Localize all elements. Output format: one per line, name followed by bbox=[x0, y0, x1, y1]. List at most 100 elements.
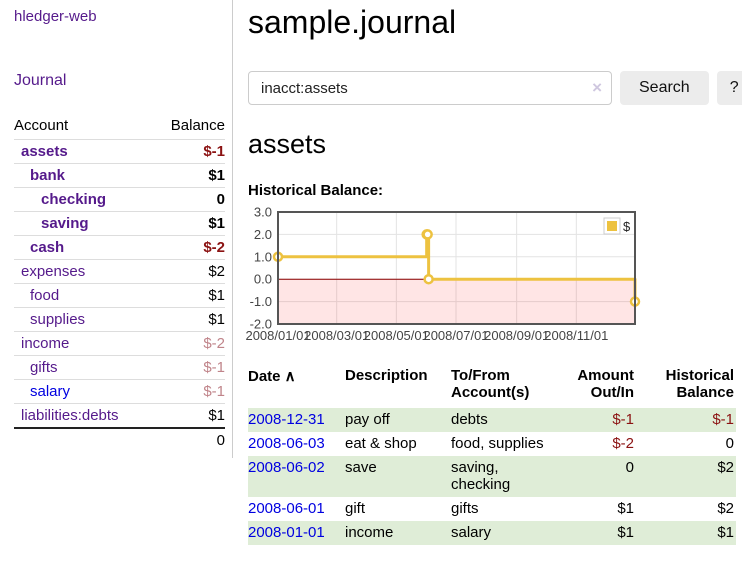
transaction-accounts: gifts bbox=[451, 500, 479, 517]
transaction-amount: $1 bbox=[617, 524, 634, 541]
transaction-description: pay off bbox=[345, 411, 390, 428]
transaction-date-link[interactable]: 2008-06-01 bbox=[248, 500, 325, 517]
table-row: 2008-01-01 income salary $1 $1 bbox=[248, 521, 736, 545]
transaction-balance: 0 bbox=[725, 435, 734, 452]
account-row: saving $1 bbox=[14, 211, 225, 236]
account-link[interactable]: bank bbox=[14, 163, 153, 188]
transaction-accounts: saving, checking bbox=[451, 459, 511, 493]
transaction-amount: $-2 bbox=[612, 435, 634, 452]
sidebar-item-journal[interactable]: Journal bbox=[14, 72, 67, 89]
svg-text:2008/09/01: 2008/09/01 bbox=[484, 328, 549, 343]
account-link[interactable]: salary bbox=[14, 379, 153, 404]
svg-text:0.0: 0.0 bbox=[254, 272, 272, 287]
main-content: sample.journal × Search ? assets Histori… bbox=[233, 0, 742, 565]
account-balance: $-2 bbox=[152, 235, 225, 260]
account-row: liabilities:debts $1 bbox=[14, 403, 225, 429]
account-link[interactable]: supplies bbox=[14, 307, 153, 332]
account-row: assets $-1 bbox=[14, 139, 225, 164]
account-balance: $1 bbox=[152, 403, 225, 429]
accounts-total-spacer bbox=[14, 427, 153, 452]
svg-text:2008/11/01: 2008/11/01 bbox=[544, 328, 608, 343]
transaction-balance: $1 bbox=[717, 524, 734, 541]
account-link[interactable]: gifts bbox=[14, 355, 153, 380]
register-col-description: Description bbox=[345, 367, 428, 384]
search-button[interactable]: Search bbox=[620, 71, 709, 105]
search-input[interactable] bbox=[248, 71, 612, 105]
account-row: cash $-2 bbox=[14, 235, 225, 260]
accounts-total-value: 0 bbox=[152, 427, 225, 452]
account-balance: 0 bbox=[152, 187, 225, 212]
accounts-table: Account Balance assets $-1 bank $1 checking 0… bbox=[14, 115, 225, 452]
account-row: gifts $-1 bbox=[14, 355, 225, 380]
account-row: checking 0 bbox=[14, 187, 225, 212]
account-link[interactable]: income bbox=[14, 331, 153, 356]
account-link[interactable]: checking bbox=[14, 187, 153, 212]
accounts-col-account: Account bbox=[14, 115, 153, 140]
account-balance: $1 bbox=[152, 163, 225, 188]
account-link[interactable]: liabilities:debts bbox=[14, 403, 153, 429]
chart-svg: 3.0 2.0 1.0 0.0 -1.0 -2.02008/01/012008/03/01… bbox=[245, 205, 641, 343]
transaction-date-link[interactable]: 2008-06-02 bbox=[248, 459, 325, 476]
account-link[interactable]: cash bbox=[14, 235, 153, 260]
transaction-date-cell: 2008-06-01 bbox=[248, 497, 345, 521]
transaction-date-link[interactable]: 2008-12-31 bbox=[248, 411, 325, 428]
legend-label: $ bbox=[623, 219, 631, 234]
register-col-date[interactable]: Date ∧ bbox=[248, 368, 296, 385]
account-row: food $1 bbox=[14, 283, 225, 308]
account-row: salary $-1 bbox=[14, 379, 225, 404]
sort-ascending-icon: ∧ bbox=[280, 368, 296, 385]
app-title-link[interactable]: hledger-web bbox=[14, 8, 97, 25]
account-balance: $-1 bbox=[152, 139, 225, 164]
account-link[interactable]: saving bbox=[14, 211, 153, 236]
transaction-description: eat & shop bbox=[345, 435, 417, 452]
help-button[interactable]: ? bbox=[716, 71, 742, 105]
clear-search-icon[interactable]: × bbox=[592, 78, 602, 97]
svg-text:2.0: 2.0 bbox=[254, 227, 272, 242]
transaction-amount: 0 bbox=[625, 459, 634, 476]
svg-text:2008/01/01: 2008/01/01 bbox=[245, 328, 310, 343]
transaction-accounts: salary bbox=[451, 524, 492, 541]
svg-text:2008/03/01: 2008/03/01 bbox=[304, 328, 369, 343]
transaction-accounts: food, supplies bbox=[451, 435, 544, 452]
svg-text:-1.0: -1.0 bbox=[250, 294, 272, 309]
sidebar: hledger-web Journal Account Balance asse… bbox=[0, 0, 233, 458]
table-row: 2008-06-01 gift gifts $1 $2 bbox=[248, 497, 736, 521]
account-balance: $-1 bbox=[152, 355, 225, 380]
transaction-balance: $2 bbox=[717, 459, 734, 476]
transaction-amount: $1 bbox=[617, 500, 634, 517]
account-heading: assets bbox=[248, 129, 327, 159]
svg-text:2008/05/01: 2008/05/01 bbox=[364, 328, 429, 343]
account-row: income $-2 bbox=[14, 331, 225, 356]
account-balance: $1 bbox=[152, 307, 225, 332]
account-balance: $1 bbox=[152, 211, 225, 236]
account-balance: $1 bbox=[152, 283, 225, 308]
transaction-date-cell: 2008-01-01 bbox=[248, 521, 345, 545]
account-link[interactable]: expenses bbox=[14, 259, 153, 284]
transaction-date-link[interactable]: 2008-01-01 bbox=[248, 524, 325, 541]
svg-text:-2.0: -2.0 bbox=[250, 317, 272, 332]
account-row: expenses $2 bbox=[14, 259, 225, 284]
register-header-row: Date ∧ Description To/From Account(s) Amoun… bbox=[248, 365, 736, 408]
transaction-accounts: debts bbox=[451, 411, 488, 428]
account-balance: $-2 bbox=[152, 331, 225, 356]
accounts-total-row: 0 bbox=[14, 427, 225, 452]
account-row: bank $1 bbox=[14, 163, 225, 188]
historical-balance-chart: 3.0 2.0 1.0 0.0 -1.0 -2.0 2008/01/01 2008/03/01… bbox=[245, 205, 742, 345]
transaction-description: save bbox=[345, 459, 377, 476]
transaction-date-link[interactable]: 2008-06-03 bbox=[248, 435, 325, 452]
account-row: supplies $1 bbox=[14, 307, 225, 332]
table-row: 2008-06-03 eat & shop food, supplies $-2 0 bbox=[248, 432, 736, 456]
search-bar: × Search ? bbox=[248, 71, 742, 105]
account-link[interactable]: assets bbox=[14, 139, 153, 164]
transaction-balance: $2 bbox=[717, 500, 734, 517]
accounts-col-balance: Balance bbox=[152, 115, 225, 140]
table-row: 2008-12-31 pay off debts $-1 $-1 bbox=[248, 408, 736, 432]
accounts-header-row: Account Balance bbox=[14, 115, 225, 140]
register-col-to-from-account-s-: To/From Account(s) bbox=[451, 367, 530, 401]
chart-title: Historical Balance: bbox=[248, 182, 384, 199]
account-balance: $2 bbox=[152, 259, 225, 284]
transaction-date-cell: 2008-12-31 bbox=[248, 408, 345, 432]
table-row: 2008-06-02 save saving, checking 0 $2 bbox=[248, 456, 736, 497]
account-link[interactable]: food bbox=[14, 283, 153, 308]
page-title: sample.journal bbox=[248, 4, 457, 40]
